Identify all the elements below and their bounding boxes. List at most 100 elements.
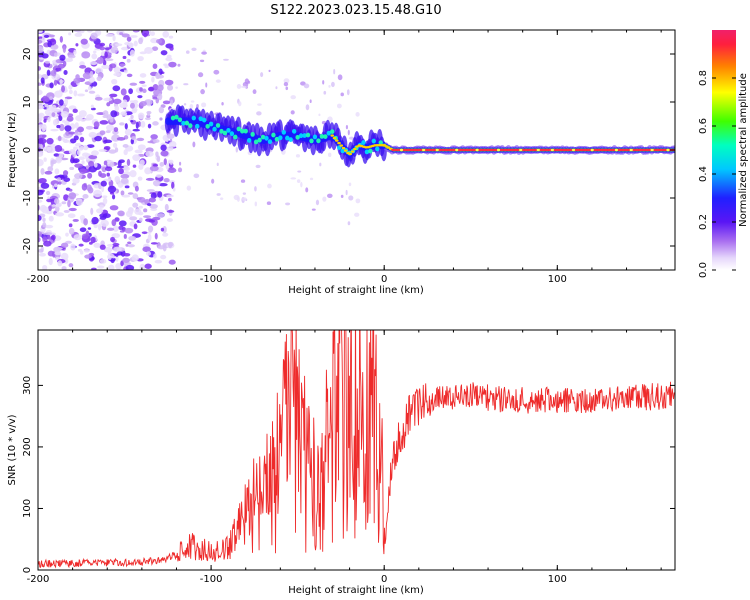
spectrogram-cell xyxy=(103,97,113,102)
spectrogram-cell xyxy=(166,133,175,139)
spectrogram-cell xyxy=(137,56,144,62)
spectrogram-cell xyxy=(159,117,163,121)
spectrogram-cell xyxy=(165,146,174,151)
spectrogram-cell xyxy=(66,115,74,122)
spectrogram-cell xyxy=(111,78,118,85)
spectrogram-cell xyxy=(191,115,196,121)
spectrogram-cell xyxy=(148,197,156,203)
spectrogram-cell xyxy=(119,122,125,126)
spectrogram-cell xyxy=(42,217,46,222)
spectrogram-cell xyxy=(162,232,169,237)
spectrogram-cell xyxy=(140,120,146,128)
spectrogram-cell xyxy=(102,110,109,116)
spectrogram-cell xyxy=(41,134,47,138)
spectrogram-cell xyxy=(145,251,152,256)
snr-xtick-label: 0 xyxy=(381,574,387,585)
spectrogram-cell xyxy=(68,84,73,90)
spectrogram-cell xyxy=(181,120,186,126)
spectrogram-cell xyxy=(98,149,107,152)
spectrogram-cell xyxy=(90,236,96,244)
spectrogram-cell xyxy=(74,173,83,180)
spectrogram-cell xyxy=(298,133,304,139)
spectrogram-cell xyxy=(305,132,311,138)
spectrogram-cell xyxy=(41,53,49,59)
spectrogram-cell xyxy=(44,170,53,175)
spectrogram-cell xyxy=(123,166,130,171)
spectrogram-cell xyxy=(96,76,102,82)
spectrogram-cell xyxy=(72,108,78,114)
spectrogram-cell xyxy=(128,88,133,95)
spectrogram-cell xyxy=(126,36,132,42)
spectrogram-cell xyxy=(99,130,106,136)
spectrogram-cell xyxy=(102,197,108,205)
spectrogram-cell xyxy=(152,63,158,69)
spectrogram-cell xyxy=(150,192,157,199)
spectrogram-cell xyxy=(97,265,105,269)
spectrogram-cell xyxy=(163,158,167,166)
spectrogram-cell xyxy=(106,124,115,132)
spectrogram-cell xyxy=(110,236,116,243)
spectrogram-cell xyxy=(316,138,321,144)
spectrogram-cell xyxy=(53,246,62,253)
spectrogram-cell xyxy=(119,230,125,233)
spectrogram-cell xyxy=(38,82,42,86)
spectrogram-cell xyxy=(99,46,106,51)
spectrogram-cell xyxy=(101,184,105,193)
spectrogram-cell xyxy=(74,32,83,37)
spectrogram-cell xyxy=(50,128,59,132)
spectrogram-cell xyxy=(137,95,143,99)
snr-xtick-label: 100 xyxy=(548,574,567,585)
spectrogram-cell xyxy=(75,74,80,80)
snr-frame xyxy=(37,329,676,571)
spectrogram-cell xyxy=(72,177,80,184)
spectrogram-cell xyxy=(56,124,61,129)
spectrogram-cell xyxy=(337,141,341,145)
spectrogram-cell xyxy=(59,36,64,43)
spectrogram-cell xyxy=(51,234,56,241)
snr-xtick-label: -100 xyxy=(200,574,223,585)
spectrogram-cell xyxy=(53,198,60,205)
spectrogram-cell xyxy=(160,254,167,260)
spectrogram-cell xyxy=(157,245,165,250)
spectrogram-cell xyxy=(138,205,143,209)
spectrogram-cell xyxy=(113,246,122,253)
spectrogram-cell xyxy=(205,123,210,129)
spectrogram-cell xyxy=(82,144,89,151)
spectrogram-cell xyxy=(40,168,45,175)
spectrogram-cell xyxy=(123,67,127,71)
spectrogram-cell xyxy=(629,148,633,152)
spectrogram-cell xyxy=(38,114,43,123)
spectrogram-cell xyxy=(68,207,77,212)
spectrogram-cell xyxy=(125,210,133,218)
spectrogram-cell xyxy=(178,161,182,166)
spectrogram-cell xyxy=(323,134,328,139)
spectrogram-cell xyxy=(110,110,118,118)
spectrogram-cell xyxy=(112,85,121,92)
spectrogram-cell xyxy=(243,128,248,134)
spectrogram-cell xyxy=(90,104,94,109)
spectrogram-cell xyxy=(38,39,43,44)
spectrogram-cell xyxy=(167,197,172,202)
spectrogram-cell xyxy=(70,243,76,251)
spectrogram-cell xyxy=(309,99,312,104)
spectrogram-cell xyxy=(40,182,50,189)
spectrogram-cell xyxy=(139,100,147,107)
spectrogram-cell xyxy=(107,227,115,231)
spectrogram-cell xyxy=(116,136,126,141)
spectrogram-cell xyxy=(163,178,170,183)
spectrogram-cell xyxy=(78,243,84,247)
spectrogram-cell xyxy=(91,267,97,270)
spectrogram-cell xyxy=(278,135,283,141)
spectrogram-cell xyxy=(100,51,106,57)
spectrogram-cell xyxy=(99,173,107,179)
spectrogram-cell xyxy=(157,84,164,92)
spectrogram-cell xyxy=(216,162,219,167)
snr-ytick-label: 100 xyxy=(22,499,33,518)
spectrogram-cell xyxy=(132,164,137,168)
spectrogram-cell xyxy=(123,261,131,266)
spectrogram-cell xyxy=(215,79,221,83)
spectrogram-cell xyxy=(123,69,128,74)
spectrogram-cell xyxy=(38,151,44,157)
